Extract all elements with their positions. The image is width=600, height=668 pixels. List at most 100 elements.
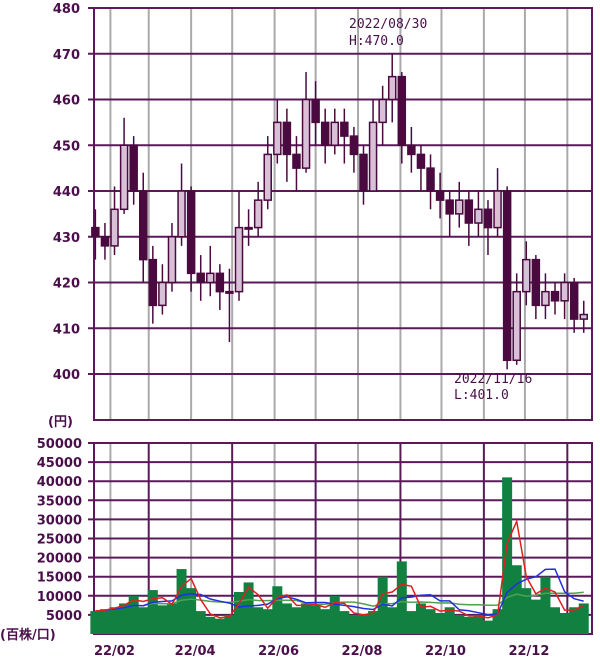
volume-bar — [195, 611, 206, 634]
candle-body — [292, 153, 301, 169]
volume-tick-label: 40000 — [37, 475, 82, 490]
candle-body — [435, 190, 445, 201]
volume-bar — [272, 586, 283, 634]
x-tick-label: 22/12 — [508, 644, 549, 659]
candle-body — [263, 153, 272, 201]
candle — [167, 223, 177, 292]
volume-bar — [262, 609, 273, 634]
candle — [483, 200, 493, 256]
volume-bar — [425, 609, 436, 634]
candle-body — [512, 290, 521, 362]
candle-body — [483, 208, 493, 229]
volume-tick-label: 15000 — [37, 571, 82, 586]
candle-body — [522, 258, 531, 293]
candle — [541, 273, 550, 320]
volume-bar — [521, 588, 532, 634]
candle-body — [311, 98, 320, 124]
candle-body — [196, 272, 205, 284]
volume-bar — [310, 605, 321, 634]
volume-bar — [109, 607, 120, 634]
candle-body — [215, 272, 225, 293]
low-annotation-value: L:401.0 — [454, 388, 509, 403]
candle — [455, 181, 464, 228]
candle — [330, 108, 340, 155]
price-tick-label: 410 — [53, 322, 80, 337]
x-tick-label: 22/02 — [94, 644, 135, 659]
candle-body — [301, 98, 311, 169]
volume-tick-label: 45000 — [37, 456, 82, 471]
candle-body — [340, 121, 349, 137]
candle-body — [550, 290, 560, 302]
candle-body — [474, 208, 483, 224]
low-annotation-date: 2022/11/16 — [454, 372, 532, 387]
candle — [435, 172, 445, 219]
volume-bar — [368, 611, 379, 634]
volume-bar — [329, 595, 340, 634]
volume-bar — [473, 614, 484, 634]
price-tick-label: 440 — [53, 185, 80, 200]
volume-bar — [377, 576, 388, 634]
candle — [292, 136, 301, 191]
candle — [349, 126, 359, 173]
volume-bar — [339, 611, 350, 634]
candle — [177, 163, 186, 246]
volume-bar — [540, 576, 551, 634]
candle — [493, 168, 502, 237]
volume-bar — [502, 477, 513, 634]
volume-bar — [99, 609, 110, 634]
price-tick-label: 400 — [53, 368, 80, 383]
candle — [206, 245, 215, 297]
candle-body — [455, 199, 464, 215]
candle-body — [177, 190, 186, 238]
volume-bar — [454, 614, 465, 634]
candle — [416, 145, 426, 191]
volume-bar — [138, 607, 149, 634]
candle-body — [129, 144, 138, 192]
candle — [445, 191, 454, 237]
volume-tick-label: 20000 — [37, 552, 82, 567]
candle — [387, 53, 397, 123]
candle — [244, 209, 253, 246]
high-annotation-value: H:470.0 — [349, 34, 404, 49]
volume-bar — [301, 603, 312, 634]
volume-bar — [569, 607, 580, 634]
volume-tick-label: 5000 — [46, 609, 82, 624]
volume-bar — [253, 607, 264, 634]
candle — [560, 273, 569, 320]
candle — [464, 191, 474, 246]
candle-body — [110, 208, 119, 247]
candle — [301, 72, 311, 173]
volume-tick-label: 25000 — [37, 533, 82, 548]
price-tick-label: 430 — [53, 231, 80, 246]
candle-body — [148, 258, 158, 307]
volume-bar — [415, 603, 426, 634]
volume-moving-averages — [95, 518, 585, 619]
candle-body — [531, 258, 541, 307]
candle — [273, 99, 282, 164]
candle-body — [464, 199, 474, 224]
candle — [579, 300, 588, 333]
x-tick-label: 22/06 — [258, 644, 299, 659]
candle — [407, 126, 416, 173]
axis-labels: 400 410 420 430 440 450 460 470 480 5000 10000 1500… — [37, 2, 550, 659]
candle-body — [100, 236, 110, 247]
volume-bar — [444, 607, 455, 634]
volume-bar — [578, 603, 589, 634]
volume-bar — [214, 618, 225, 634]
volume-tick-label: 10000 — [37, 590, 82, 605]
candle — [253, 181, 263, 237]
candle-body — [493, 190, 502, 229]
volume-bar — [320, 609, 331, 634]
volume-bar — [205, 616, 216, 634]
candle — [215, 264, 225, 310]
candle — [502, 186, 512, 370]
candle-body — [445, 199, 454, 215]
price-tick-label: 470 — [53, 48, 80, 63]
candle-body — [158, 281, 167, 307]
volume-bar — [243, 582, 254, 634]
price-tick-label: 480 — [53, 2, 80, 17]
volume-bar — [128, 595, 139, 634]
candle-body — [186, 190, 196, 275]
volume-bar — [147, 590, 158, 634]
volume-bar — [176, 569, 187, 634]
